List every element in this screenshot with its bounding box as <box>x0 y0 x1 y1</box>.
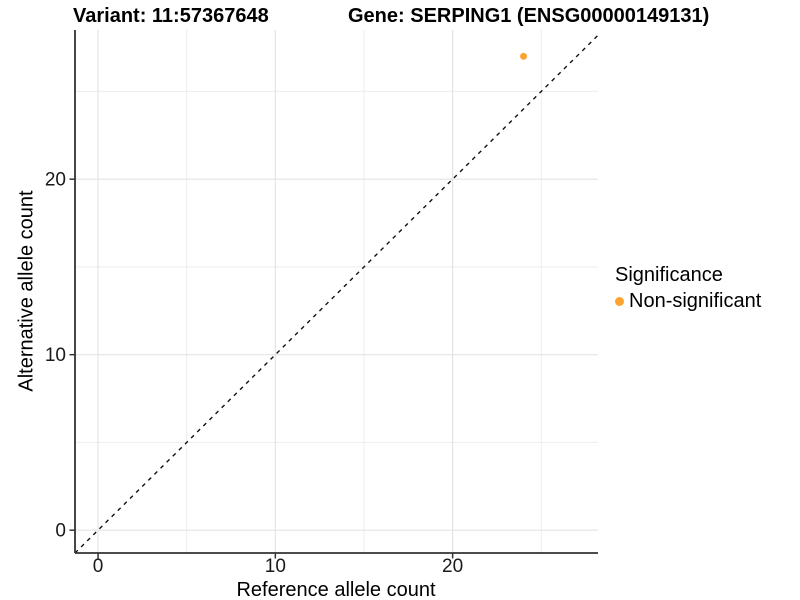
plot-title-gene: Gene: SERPING1 (ENSG00000149131) <box>348 5 710 27</box>
y-tick-label: 20 <box>45 170 66 191</box>
legend-point-icon <box>615 296 624 306</box>
x-tick-label: 0 <box>93 556 104 577</box>
y-tick-label: 0 <box>55 521 66 542</box>
x-axis-label: Reference allele count <box>236 579 436 600</box>
x-tick-label: 10 <box>265 556 286 577</box>
x-tick-label: 20 <box>442 556 463 577</box>
y-tick-label: 10 <box>45 345 66 366</box>
legend-title: Significance <box>615 264 723 286</box>
data-point <box>520 52 528 60</box>
plot-title-variant: Variant: 11:57367648 <box>73 5 269 27</box>
y-axis-label: Alternative allele count <box>15 190 38 392</box>
legend: Significance Non-significant <box>615 262 761 314</box>
legend-entry: Non-significant <box>615 288 761 314</box>
identity-line <box>74 34 599 554</box>
legend-entry-label: Non-significant <box>629 289 762 312</box>
